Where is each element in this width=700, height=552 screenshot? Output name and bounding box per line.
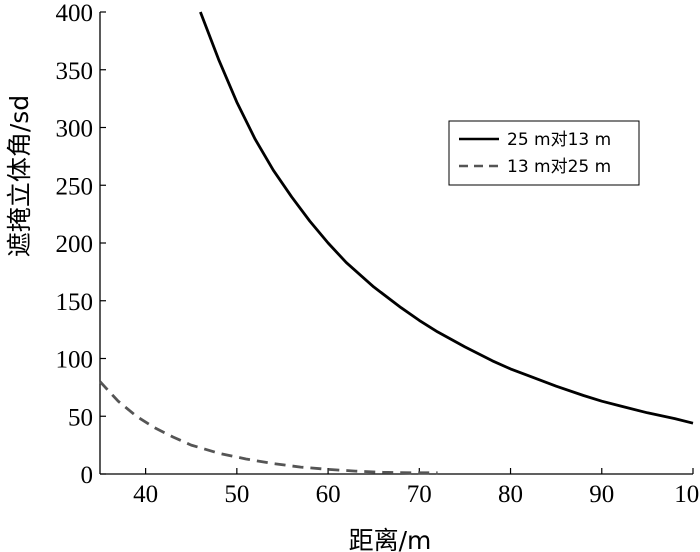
series-lines <box>98 11 694 475</box>
x-tick-label: 70 <box>407 481 432 508</box>
legend-label-series-1: 25 m对13 m <box>507 130 611 150</box>
y-tick-label: 300 <box>56 116 94 143</box>
y-tick-label: 350 <box>56 58 94 85</box>
x-tick-label: 60 <box>316 481 341 508</box>
series-line-2 <box>98 380 438 475</box>
y-tick-label: 50 <box>68 404 93 431</box>
legend: 25 m对13 m 13 m对25 m <box>448 120 640 186</box>
y-tick-label: 0 <box>81 462 94 489</box>
y-tick-label: 200 <box>56 231 94 258</box>
series-line-1 <box>199 11 694 425</box>
y-axis-title: 遮掩立体角/sd <box>5 95 34 257</box>
axes: 40 50 60 70 80 90 100 0 50 100 150 200 250 300 350 400 <box>56 0 700 508</box>
legend-label-series-2: 13 m对25 m <box>507 157 611 177</box>
x-tick-label: 50 <box>224 481 249 508</box>
x-tick-label: 80 <box>498 481 523 508</box>
legend-box <box>448 120 640 186</box>
x-tick-label: 100 <box>674 481 700 508</box>
y-tick-label: 250 <box>56 173 94 200</box>
y-tick-label: 150 <box>56 289 94 316</box>
y-tick-label: 100 <box>56 347 94 374</box>
y-tick-label: 400 <box>56 0 94 27</box>
x-tick-label: 40 <box>133 481 158 508</box>
x-axis-title: 距离/m <box>349 526 432 552</box>
x-tick-label: 90 <box>589 481 614 508</box>
